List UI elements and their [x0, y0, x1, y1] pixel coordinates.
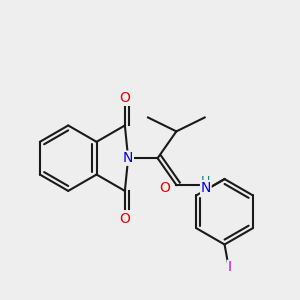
Text: O: O: [119, 212, 130, 226]
Text: N: N: [201, 181, 211, 195]
Text: O: O: [160, 181, 170, 195]
Text: I: I: [227, 260, 232, 274]
Text: O: O: [119, 91, 130, 105]
Text: N: N: [123, 151, 133, 165]
Text: H: H: [201, 175, 211, 188]
